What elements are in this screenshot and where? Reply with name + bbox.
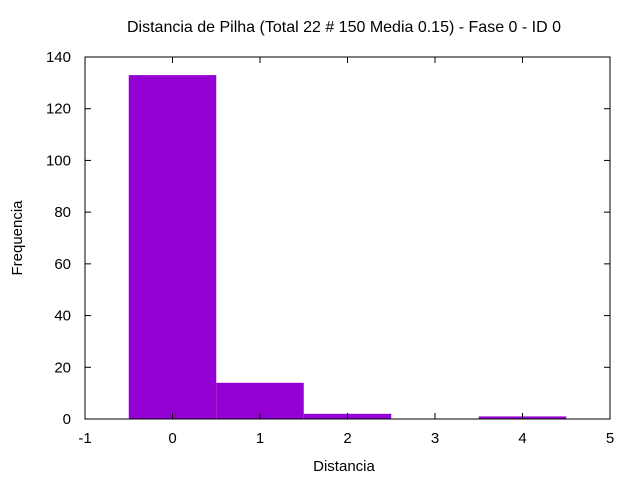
- y-tick-label: 100: [46, 152, 71, 169]
- x-tick-label: 3: [431, 430, 439, 447]
- bars-group: [128, 75, 567, 419]
- x-tick-label: 1: [256, 430, 264, 447]
- chart-title: Distancia de Pilha (Total 22 # 150 Media…: [127, 19, 561, 36]
- x-axis-label: Distancia: [313, 458, 375, 475]
- bar-0: [128, 75, 217, 419]
- x-tick-label: 4: [518, 430, 526, 447]
- y-tick-label: 120: [46, 101, 71, 118]
- y-axis-ticks: 0 20 40 60 80 100 120 140: [46, 49, 610, 428]
- y-tick-label: 20: [54, 359, 71, 376]
- y-tick-label: 80: [54, 204, 71, 221]
- y-axis-label: Frequencia: [9, 200, 26, 276]
- x-tick-label: 2: [343, 430, 351, 447]
- y-tick-label: 0: [63, 411, 71, 428]
- x-tick-label: 5: [606, 430, 614, 447]
- bar-1: [216, 382, 304, 419]
- x-tick-label: -1: [78, 430, 91, 447]
- x-tick-label: 0: [168, 430, 176, 447]
- y-tick-label: 60: [54, 256, 71, 273]
- y-tick-label: 140: [46, 49, 71, 66]
- y-tick-label: 40: [54, 308, 71, 325]
- x-axis-ticks: -1 0 1 2 3 4 5: [78, 57, 614, 447]
